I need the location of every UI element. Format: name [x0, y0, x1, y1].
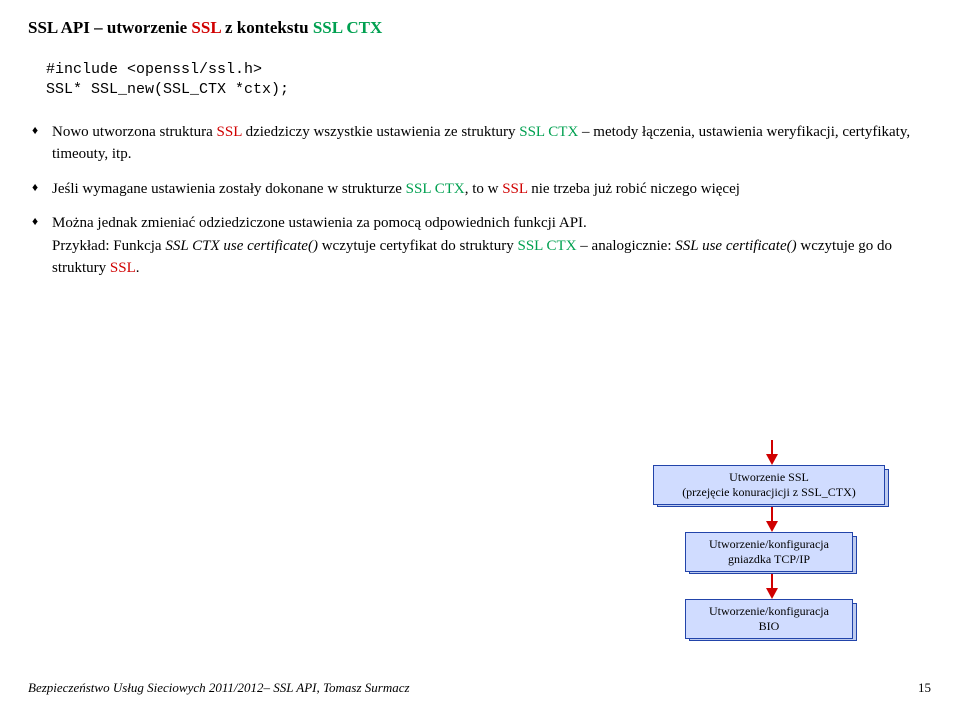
footer-text: Bezpieczeństwo Usług Sieciowych 2011/201… [28, 680, 410, 696]
page-number: 15 [918, 680, 931, 696]
box-line: Utworzenie/konfiguracja [709, 537, 829, 552]
box-content: Utworzenie/konfiguracja BIO [685, 599, 853, 639]
arrow-down-icon [766, 454, 778, 465]
title-p1: SSL API – utworzenie [28, 18, 191, 37]
arrow-connector [771, 574, 773, 588]
title-ctx: SSL CTX [313, 18, 382, 37]
ssl-term: SSL [502, 181, 527, 197]
box-line: BIO [759, 619, 780, 634]
ctx-term: SSL CTX [406, 181, 465, 197]
ctx-term: SSL CTX [519, 124, 578, 140]
arrow-connector [771, 507, 773, 521]
flowchart-node: Utworzenie/konfiguracja gniazdka TCP/IP [685, 532, 853, 570]
text: nie trzeba już robić niczego więcej [528, 181, 740, 197]
ctx-term: SSL CTX [517, 238, 576, 254]
func-name: SSL use certificate() [675, 238, 796, 254]
list-item: Jeśli wymagane ustawienia zostały dokona… [52, 178, 931, 201]
arrow-down-icon [766, 521, 778, 532]
footer: Bezpieczeństwo Usług Sieciowych 2011/201… [28, 680, 931, 696]
list-item: Nowo utworzona struktura SSL dziedziczy … [52, 121, 931, 166]
ssl-term: SSL [217, 124, 242, 140]
box-content: Utworzenie SSL (przejęcie konuracjicji z… [653, 465, 885, 505]
box-content: Utworzenie/konfiguracja gniazdka TCP/IP [685, 532, 853, 572]
arrow-connector [771, 440, 773, 454]
title-ssl: SSL [191, 18, 220, 37]
text: Można jednak zmieniać odziedziczone usta… [52, 215, 587, 231]
title-p3: z kontekstu [221, 18, 313, 37]
text: wczytuje certyfikat do struktury [318, 238, 518, 254]
flowchart-node: Utworzenie SSL (przejęcie konuracjicji z… [653, 465, 885, 503]
text: – analogicznie: [577, 238, 676, 254]
box-line: Utworzenie/konfiguracja [709, 604, 829, 619]
text: dziedziczy wszystkie ustawienia ze struk… [242, 124, 519, 140]
list-item: Można jednak zmieniać odziedziczone usta… [52, 212, 931, 280]
func-name: SSL CTX use certificate() [165, 238, 318, 254]
box-line: Utworzenie SSL [729, 470, 809, 485]
text: Jeśli wymagane ustawienia zostały dokona… [52, 181, 406, 197]
text: , to w [465, 181, 503, 197]
box-line: (przejęcie konuracjicji z SSL_CTX) [682, 485, 856, 500]
ssl-term: SSL [110, 260, 136, 276]
box-line: gniazdka TCP/IP [728, 552, 810, 567]
code-block: #include <openssl/ssl.h> SSL* SSL_new(SS… [46, 60, 931, 101]
text: . [136, 260, 140, 276]
flowchart: Utworzenie SSL (przejęcie konuracjicji z… [647, 440, 897, 637]
text: Przykład: Funkcja [52, 238, 165, 254]
bullet-list: Nowo utworzona struktura SSL dziedziczy … [52, 121, 931, 280]
page-title: SSL API – utworzenie SSL z kontekstu SSL… [28, 18, 931, 38]
flowchart-node: Utworzenie/konfiguracja BIO [685, 599, 853, 637]
arrow-down-icon [766, 588, 778, 599]
text: Nowo utworzona struktura [52, 124, 217, 140]
